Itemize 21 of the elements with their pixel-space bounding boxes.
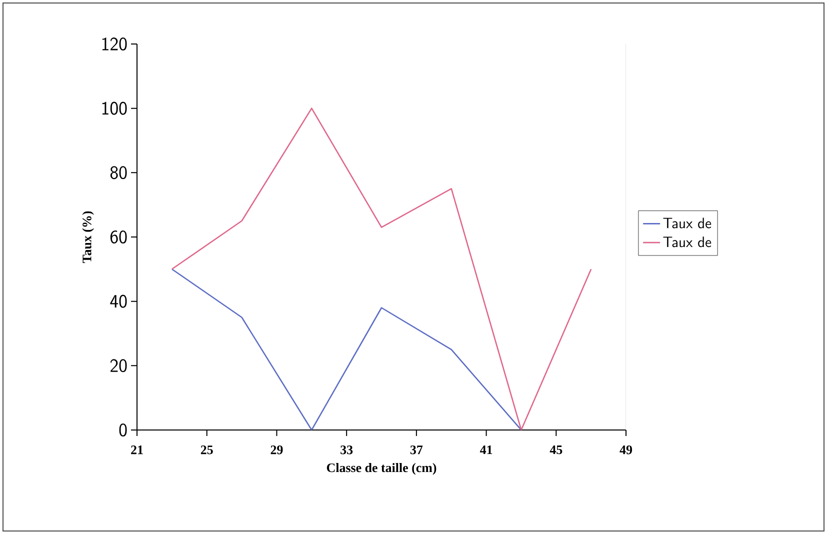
x-axis-title: Classe de taille (cm) bbox=[326, 463, 436, 475]
x-tick-label: 49 bbox=[620, 446, 632, 454]
x-tick-label: 21 bbox=[131, 446, 143, 454]
y-tick-label: 60 bbox=[110, 230, 127, 244]
y-tick-label: 20 bbox=[110, 359, 127, 372]
line-series bbox=[171, 268, 522, 430]
x-tick-label: 37 bbox=[410, 446, 423, 454]
y-tick-label: 0 bbox=[119, 423, 127, 436]
y-tick-label: 120 bbox=[102, 37, 127, 50]
y-tick-label: 80 bbox=[110, 166, 127, 180]
line-series bbox=[171, 108, 592, 430]
x-tick-label: 33 bbox=[340, 446, 353, 454]
y-tick-label: 40 bbox=[110, 294, 127, 308]
x-tick-label: 29 bbox=[270, 446, 283, 454]
legend-label: Taux de bbox=[663, 218, 712, 228]
x-tick-label: 25 bbox=[200, 446, 213, 454]
x-tick-label: 45 bbox=[550, 446, 562, 454]
legend-label: Taux de bbox=[663, 236, 712, 248]
x-tick-label: 41 bbox=[480, 446, 492, 454]
y-tick-label: 100 bbox=[102, 102, 127, 115]
y-axis-title: Taux (%) bbox=[82, 211, 94, 263]
